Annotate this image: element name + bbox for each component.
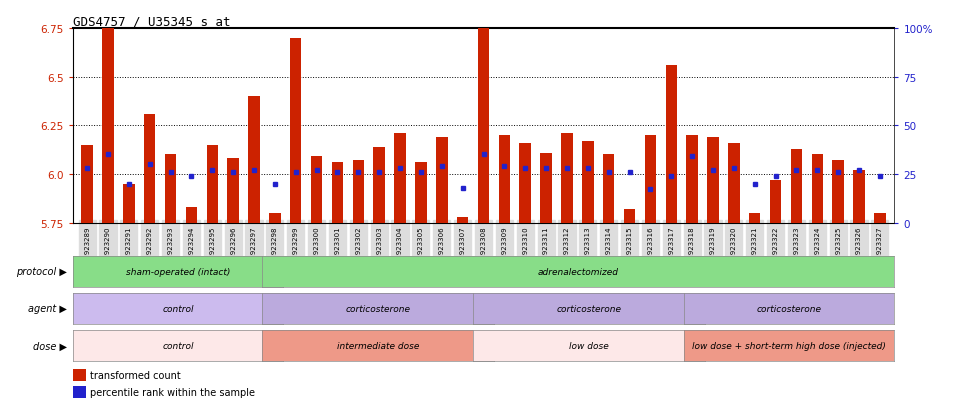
- Text: GDS4757 / U35345_s_at: GDS4757 / U35345_s_at: [73, 15, 230, 28]
- Text: control: control: [162, 304, 193, 313]
- Bar: [395, 134, 406, 223]
- Bar: [478, 29, 489, 223]
- Bar: [728, 143, 740, 223]
- Text: corticosterone: corticosterone: [345, 304, 411, 313]
- Bar: [541, 153, 552, 223]
- Bar: [499, 135, 511, 223]
- Text: intermediate dose: intermediate dose: [337, 342, 420, 350]
- Bar: [332, 163, 343, 223]
- Bar: [561, 134, 572, 223]
- Text: low dose: low dose: [569, 342, 609, 350]
- Text: adrenalectomized: adrenalectomized: [538, 267, 619, 276]
- Bar: [687, 135, 698, 223]
- Bar: [207, 145, 218, 223]
- Bar: [853, 171, 864, 223]
- Bar: [144, 114, 156, 223]
- Bar: [436, 138, 448, 223]
- Bar: [874, 214, 886, 223]
- Bar: [310, 157, 322, 223]
- Text: agent ▶: agent ▶: [28, 304, 67, 314]
- Bar: [227, 159, 239, 223]
- Bar: [373, 147, 385, 223]
- Bar: [707, 138, 718, 223]
- Text: sham-operated (intact): sham-operated (intact): [126, 267, 230, 276]
- Bar: [456, 217, 468, 223]
- Bar: [249, 97, 260, 223]
- Bar: [73, 386, 86, 398]
- Bar: [415, 163, 426, 223]
- Bar: [123, 184, 134, 223]
- Bar: [624, 209, 635, 223]
- Bar: [665, 66, 677, 223]
- Text: corticosterone: corticosterone: [756, 304, 822, 313]
- Bar: [186, 207, 197, 223]
- Bar: [81, 145, 93, 223]
- Bar: [73, 369, 86, 381]
- Text: percentile rank within the sample: percentile rank within the sample: [90, 387, 255, 397]
- Bar: [582, 142, 594, 223]
- Text: low dose + short-term high dose (injected): low dose + short-term high dose (injecte…: [692, 342, 886, 350]
- Bar: [603, 155, 614, 223]
- Text: dose ▶: dose ▶: [33, 341, 67, 351]
- Bar: [833, 161, 844, 223]
- Bar: [164, 155, 176, 223]
- Text: transformed count: transformed count: [90, 370, 181, 380]
- Bar: [791, 149, 803, 223]
- Bar: [749, 214, 760, 223]
- Bar: [353, 161, 364, 223]
- Bar: [811, 155, 823, 223]
- Bar: [519, 143, 531, 223]
- Bar: [269, 214, 280, 223]
- Bar: [645, 135, 657, 223]
- Bar: [103, 29, 114, 223]
- Text: protocol ▶: protocol ▶: [16, 266, 67, 277]
- Text: corticosterone: corticosterone: [556, 304, 622, 313]
- Bar: [290, 38, 302, 223]
- Bar: [770, 180, 781, 223]
- Text: control: control: [162, 342, 193, 350]
